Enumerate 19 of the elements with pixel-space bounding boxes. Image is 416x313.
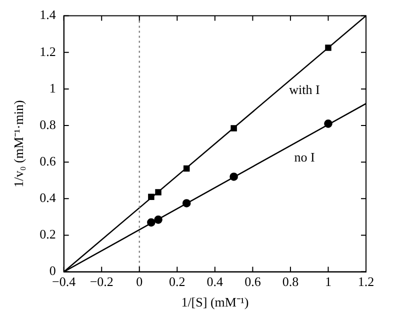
- y-tick-label: 0.4: [40, 190, 56, 206]
- series-label: no I: [294, 150, 315, 165]
- y-tick-label: 1.2: [40, 44, 56, 59]
- y-axis-title: 1/v₀ (mM⁻¹·min): [11, 100, 26, 188]
- series-label: with I: [289, 82, 320, 98]
- x-tick-label: 0.6: [244, 274, 262, 290]
- y-tick-label: 1.4: [40, 7, 56, 22]
- x-tick-label: 0.4: [206, 274, 224, 290]
- y-tick-label: 0.8: [40, 116, 56, 132]
- x-tick-label: −0.2: [90, 274, 114, 290]
- x-tick-label: 0.8: [282, 274, 299, 290]
- x-tick-label: 0: [136, 274, 143, 290]
- y-tick-label: 1: [49, 80, 56, 96]
- x-tick-label: 1.2: [358, 274, 374, 290]
- x-axis-title: 1/[S] (mM⁻¹): [181, 294, 249, 310]
- x-tick-label: 1: [324, 274, 332, 290]
- y-tick-label: 0.6: [40, 154, 56, 169]
- y-tick-label: 0.2: [40, 226, 56, 242]
- x-tick-label: 0.2: [169, 274, 186, 290]
